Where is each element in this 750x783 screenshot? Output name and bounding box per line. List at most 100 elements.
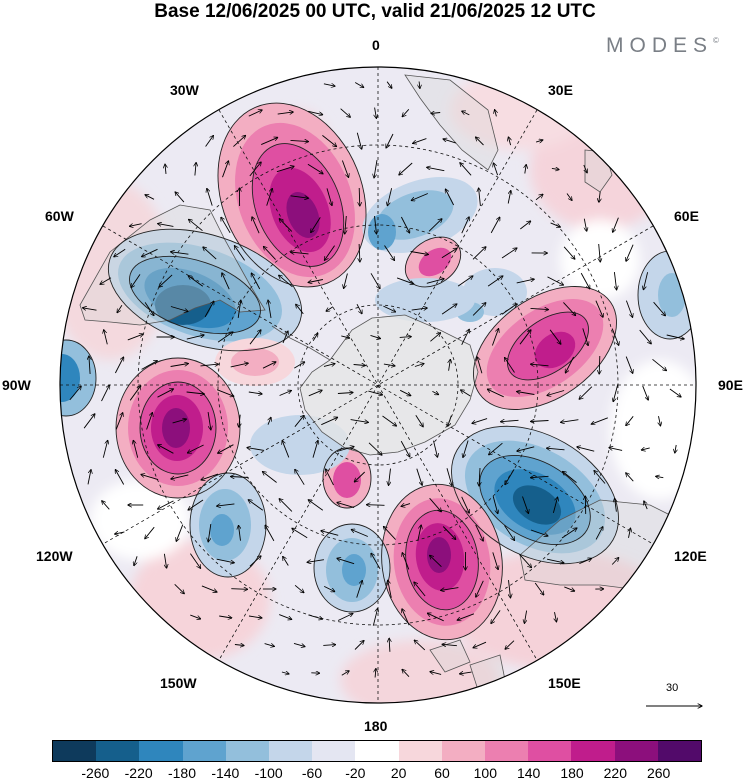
wind-arrow — [524, 610, 526, 624]
wind-arrow — [279, 275, 293, 288]
wind-arrow — [580, 272, 590, 289]
wind-arrow — [207, 412, 211, 430]
wind-arrow — [195, 163, 196, 176]
wind-arrow — [372, 608, 377, 626]
wind-arrow — [516, 279, 535, 284]
antarctic-peninsula — [271, 325, 331, 361]
colorbar-segment — [657, 741, 702, 761]
wind-arrow — [399, 389, 411, 395]
wind-arrow — [218, 444, 234, 454]
wind-arrow — [165, 164, 166, 174]
wind-arrow — [625, 356, 633, 374]
wind-arrow — [565, 356, 575, 373]
wind-arrow — [158, 224, 174, 227]
wind-arrow — [519, 553, 532, 567]
wind-arrow — [493, 163, 499, 176]
colorbar-ticks: -260 -220 -180 -140 -100 -60 -20 20 60 100 140 180 2… — [0, 765, 750, 783]
wind-arrow — [174, 583, 185, 593]
wind-arrow — [414, 640, 426, 651]
wind-arrow — [222, 273, 230, 290]
wind-arrow — [216, 389, 234, 397]
wind-arrow — [561, 419, 579, 423]
wind-arrow — [262, 472, 277, 483]
wind-arrow — [351, 530, 368, 537]
wind-arrow — [430, 672, 442, 675]
wind-arrow — [354, 641, 364, 650]
brand-text: MODES — [606, 34, 714, 57]
wind-arrow — [614, 272, 616, 290]
wind-arrow — [129, 386, 141, 401]
wind-arrow — [522, 496, 529, 514]
wind-arrow — [89, 356, 90, 375]
wind-arrow — [595, 527, 603, 540]
colorbar-tick-label: -60 — [301, 765, 323, 781]
wind-arrow — [354, 471, 366, 482]
wind-arrow — [114, 248, 126, 257]
wind-arrow — [639, 329, 652, 344]
wind-arrow — [487, 276, 503, 287]
wind-arrow — [584, 218, 586, 232]
wind-arrow — [290, 140, 309, 141]
wind-arrow — [219, 616, 232, 618]
wind-arrow — [547, 390, 565, 396]
antarctica — [299, 314, 479, 456]
colorbar-segment — [441, 741, 486, 761]
wind-arrow — [356, 132, 361, 150]
wind-arrow — [599, 243, 601, 262]
lon-label-150e: 150E — [548, 675, 581, 691]
wind-arrow — [231, 589, 247, 590]
wind-arrow — [176, 524, 184, 542]
wind-arrow — [83, 414, 95, 429]
wind-arrow — [312, 440, 318, 458]
wind-arrow — [428, 219, 442, 232]
wind-arrow — [323, 84, 335, 86]
wind-arrow — [83, 308, 97, 310]
wind-arrow — [462, 111, 470, 116]
lon-label-90w: 90W — [2, 377, 31, 393]
wind-arrow — [251, 273, 261, 290]
wind-arrow — [87, 470, 91, 485]
wind-arrow — [611, 328, 619, 346]
wind-arrow — [249, 556, 261, 567]
wind-arrow — [208, 524, 212, 542]
wind-arrow — [222, 161, 229, 178]
lon-label-60e: 60E — [674, 208, 699, 224]
wind-arrow — [495, 110, 497, 117]
wind-arrow — [190, 553, 200, 569]
wind-arrow — [461, 329, 470, 345]
wind-arrow — [490, 217, 500, 234]
wind-arrow — [234, 645, 244, 646]
wind-arrow — [457, 276, 473, 287]
colorbar-tick-label: -180 — [167, 765, 197, 781]
wind-arrow — [399, 162, 413, 175]
colorbar-tick-label: -20 — [345, 765, 366, 781]
wind-arrow — [595, 300, 603, 318]
wind-arrow — [230, 363, 249, 368]
wind-arrow — [517, 392, 535, 395]
wind-arrow — [433, 440, 438, 458]
wind-arrow — [141, 474, 159, 481]
wind-arrow — [547, 276, 564, 285]
wind-arrow — [201, 585, 217, 592]
wind-arrow — [445, 189, 455, 206]
colorbar-segment — [355, 741, 399, 761]
wind-arrow — [463, 440, 469, 458]
wind-arrow — [530, 529, 548, 536]
wind-arrow — [399, 337, 412, 338]
wind-arrow — [323, 645, 335, 646]
wind-arrow — [207, 188, 213, 206]
wind-arrow — [442, 644, 457, 645]
wind-arrow — [337, 614, 353, 621]
wind-arrow — [296, 304, 304, 315]
wind-arrow — [203, 247, 217, 260]
wind-arrow — [525, 165, 526, 174]
wind-arrow — [416, 468, 422, 486]
wind-arrow — [359, 243, 360, 262]
wind-arrow — [248, 392, 262, 394]
wind-arrow — [492, 496, 498, 513]
lon-label-30w: 30W — [170, 82, 199, 98]
wind-vectors — [69, 81, 685, 678]
wind-arrow — [615, 498, 617, 512]
wind-arrow — [172, 419, 187, 424]
wind-arrow — [294, 415, 304, 427]
